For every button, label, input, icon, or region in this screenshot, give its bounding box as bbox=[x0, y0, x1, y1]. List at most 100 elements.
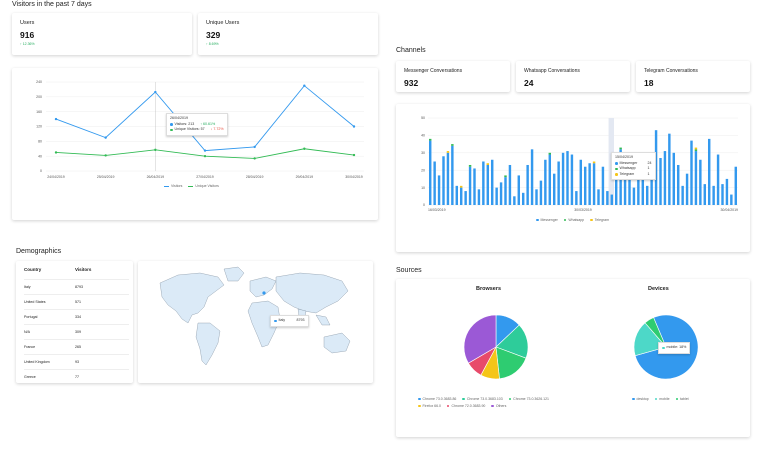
sources-card: Browsers Devices mobile: 18% Chrome 73.0… bbox=[396, 279, 750, 437]
messenger-value: 932 bbox=[404, 78, 419, 88]
y-tick-label: 20 bbox=[421, 168, 425, 172]
bar-messenger bbox=[641, 156, 645, 205]
bar-messenger bbox=[654, 130, 658, 205]
browsers-legend-item[interactable]: Chrome 73.0.3683.86 bbox=[418, 397, 456, 401]
bar-messenger bbox=[437, 175, 441, 205]
channels-bar-chart[interactable]: 0 10 20 30 40 50 16/03/2019 30/03/2019 30/04/201… bbox=[396, 104, 750, 252]
bar-messenger bbox=[685, 173, 689, 205]
bar-messenger bbox=[482, 161, 485, 205]
whatsapp-card: Whatsapp Conversations 24 bbox=[516, 61, 630, 92]
telegram-value: 18 bbox=[644, 78, 654, 88]
legend-unique-visitors[interactable]: Unique Visitors bbox=[188, 184, 219, 188]
tooltip-unique-change: ↓ 7.72% bbox=[210, 127, 224, 131]
x-tick-label: 30/04/2019 bbox=[720, 208, 738, 212]
legend-telegram[interactable]: Telegram bbox=[590, 218, 609, 222]
bar-messenger bbox=[676, 164, 680, 205]
data-point bbox=[352, 125, 356, 128]
bar-whatsapp bbox=[694, 149, 698, 152]
devices-title: Devices bbox=[648, 286, 669, 292]
y-tick-label: 160 bbox=[36, 110, 42, 114]
bar-messenger bbox=[730, 194, 733, 205]
map-marker-italy[interactable] bbox=[262, 291, 266, 295]
bar-messenger bbox=[473, 168, 476, 205]
bar-messenger bbox=[659, 158, 662, 205]
visitors-dot bbox=[170, 123, 173, 126]
messenger-card: Messenger Conversations 932 bbox=[396, 61, 510, 92]
bar-messenger bbox=[566, 151, 569, 205]
x-tick-label: 30/03/2019 bbox=[574, 208, 592, 212]
row-visitors: 309 bbox=[75, 330, 81, 334]
devices-legend-item[interactable]: desktop bbox=[632, 397, 649, 401]
bar-messenger bbox=[513, 196, 516, 205]
bar-messenger bbox=[464, 191, 467, 205]
table-row: Portugal 334 bbox=[24, 309, 129, 324]
bar-messenger bbox=[601, 166, 605, 205]
y-tick-label: 10 bbox=[421, 186, 425, 190]
x-tick-label: 27/04/2019 bbox=[196, 175, 214, 179]
row-country: Portugal bbox=[24, 315, 38, 319]
bar-telegram bbox=[486, 163, 490, 165]
bar-telegram bbox=[446, 151, 450, 153]
data-point bbox=[303, 147, 306, 150]
legend-visitors[interactable]: Visitors bbox=[164, 184, 182, 188]
browsers-pie-chart[interactable] bbox=[456, 307, 536, 387]
browsers-title: Browsers bbox=[476, 286, 502, 292]
devices-legend-item[interactable]: mobile bbox=[654, 397, 670, 401]
world-map[interactable] bbox=[138, 261, 373, 383]
bar-messenger bbox=[663, 151, 667, 205]
visitors-line-chart[interactable]: 0 40 80 120 160 200 240 24/04/2019 25/04/2019 26/… bbox=[12, 68, 378, 220]
browsers-legend-item[interactable]: Chrome 72.0.3683.90 bbox=[446, 404, 485, 408]
bar-messenger bbox=[557, 161, 560, 205]
y-tick-label: 40 bbox=[38, 154, 42, 158]
users-card: Users 916 ↑ 12.36% bbox=[12, 13, 192, 55]
unique-users-value: 329 bbox=[206, 30, 221, 40]
bar-messenger bbox=[597, 189, 600, 205]
bar-messenger bbox=[712, 185, 715, 205]
map-europe bbox=[249, 276, 277, 298]
map-greenland bbox=[223, 266, 245, 282]
browsers-legend-item[interactable]: Others bbox=[491, 404, 506, 408]
table-row: Greece 77 bbox=[24, 369, 129, 383]
visitors-chart-card: 0 40 80 120 160 200 240 24/04/2019 25/04/2019 26/… bbox=[12, 68, 378, 220]
row-country: France bbox=[24, 345, 36, 349]
tooltip-visitors-change: ↑ 60.61% bbox=[200, 121, 216, 126]
devices-legend-item[interactable]: tablet bbox=[675, 397, 689, 401]
table-row: United States 571 bbox=[24, 294, 129, 309]
channels-chart-tooltip: 15/04/2019 Messenger 24 Whatsapp 1 Telegra… bbox=[611, 152, 656, 180]
bar-messenger bbox=[442, 156, 445, 205]
row-visitors: 77 bbox=[75, 375, 79, 379]
y-tick-label: 30 bbox=[421, 151, 425, 155]
row-visitors: 8793 bbox=[75, 285, 83, 289]
x-tick-label: 29/04/2019 bbox=[296, 175, 314, 179]
bar-messenger bbox=[632, 187, 636, 205]
bar-messenger bbox=[548, 154, 552, 205]
bar-messenger bbox=[606, 191, 609, 205]
devices-tooltip-text: mobile: 18% bbox=[666, 345, 687, 349]
bar-messenger bbox=[610, 194, 614, 205]
legend-messenger[interactable]: Messenger bbox=[536, 218, 558, 222]
data-point bbox=[154, 90, 157, 94]
bar-messenger bbox=[459, 187, 463, 205]
y-tick-label: 120 bbox=[36, 125, 42, 129]
telegram-card: Telegram Conversations 18 bbox=[636, 61, 750, 92]
legend-whatsapp[interactable]: Whatsapp bbox=[563, 218, 584, 222]
bar-messenger bbox=[575, 191, 578, 205]
bar-messenger bbox=[468, 166, 472, 205]
bar-messenger bbox=[570, 154, 574, 205]
bar-messenger bbox=[699, 159, 702, 205]
bar-messenger bbox=[544, 159, 547, 205]
browsers-legend-item[interactable]: Chrome 73.0.3626.121 bbox=[508, 397, 549, 401]
bar-messenger bbox=[455, 185, 459, 205]
bar-messenger bbox=[707, 138, 711, 205]
row-country: United States bbox=[24, 300, 46, 304]
browsers-legend-item[interactable]: Firefox 66.0 bbox=[418, 404, 441, 408]
bar-messenger bbox=[694, 151, 698, 205]
bar-messenger bbox=[499, 182, 503, 205]
table-row: N/A 309 bbox=[24, 324, 129, 339]
row-visitors: 334 bbox=[75, 315, 81, 319]
row-visitors: 571 bbox=[75, 300, 81, 304]
browsers-legend-item[interactable]: Chrome 73.0.3683.103 bbox=[462, 397, 503, 401]
row-country: Italy bbox=[24, 285, 31, 289]
bar-messenger bbox=[504, 177, 507, 205]
data-point bbox=[352, 153, 356, 157]
